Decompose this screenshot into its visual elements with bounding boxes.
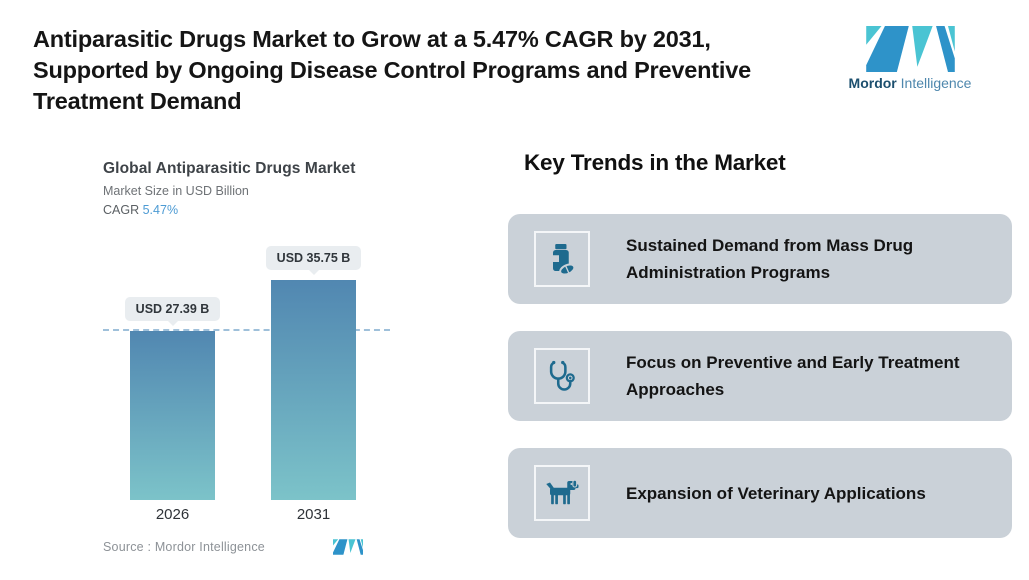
- bars-row: USD 27.39 B 2026 USD 35.75 B 2031: [124, 229, 403, 523]
- trend-text: Sustained Demand from Mass Drug Administ…: [626, 236, 914, 282]
- value-label-2031: USD 35.75 B: [265, 246, 362, 270]
- brand-name-light: Intelligence: [900, 75, 972, 91]
- page-title: Antiparasitic Drugs Market to Grow at a …: [33, 26, 751, 114]
- market-size-chart: Global Antiparasitic Drugs Market Market…: [103, 160, 403, 555]
- cagr-label: CAGR: [103, 203, 140, 217]
- bar: [130, 331, 215, 500]
- trends-heading: Key Trends in the Market: [524, 150, 786, 175]
- bar-2026-column: USD 27.39 B 2026: [124, 297, 221, 523]
- chart-subtitle: Market Size in USD Billion: [103, 184, 249, 198]
- cagr-value: 5.47%: [142, 203, 179, 217]
- key-trends-section: Key Trends in the Market Sustained: [508, 150, 1012, 538]
- source-row: Source : Mordor Intelligence: [103, 539, 363, 555]
- trend-card-mass-drug-administration: Sustained Demand from Mass Drug Administ…: [508, 214, 1012, 304]
- reference-line: [103, 329, 390, 331]
- trend-card-preventive-treatment: Focus on Preventive and Early Treatment …: [508, 331, 1012, 421]
- bar-chart-plot: USD 27.39 B 2026 USD 35.75 B 2031: [103, 229, 403, 523]
- dog-icon: [534, 465, 590, 521]
- bar: [271, 280, 356, 500]
- mordor-intelligence-logo-icon: [865, 26, 955, 72]
- trend-cards: Sustained Demand from Mass Drug Administ…: [508, 214, 1012, 538]
- x-tick-2031: 2031: [296, 506, 331, 523]
- chart-title: Global Antiparasitic Drugs Market: [103, 160, 356, 177]
- stethoscope-icon: [534, 348, 590, 404]
- mordor-mini-logo-icon: [333, 539, 363, 555]
- trend-text: Expansion of Veterinary Applications: [626, 483, 926, 503]
- cagr-row: CAGR 5.47%: [103, 203, 403, 217]
- trend-card-veterinary-applications: Expansion of Veterinary Applications: [508, 448, 1012, 538]
- bar-2031-column: USD 35.75 B 2031: [265, 246, 362, 523]
- pill-bottle-icon: [534, 231, 590, 287]
- brand-logo: Mordor Intelligence: [840, 26, 980, 91]
- source-attribution: Source : Mordor Intelligence: [103, 540, 265, 554]
- brand-name-bold: Mordor: [848, 75, 897, 91]
- x-tick-2026: 2026: [155, 506, 190, 523]
- trend-text: Focus on Preventive and Early Treatment …: [626, 353, 960, 399]
- value-label-2026: USD 27.39 B: [124, 297, 221, 321]
- brand-name: Mordor Intelligence: [849, 75, 972, 91]
